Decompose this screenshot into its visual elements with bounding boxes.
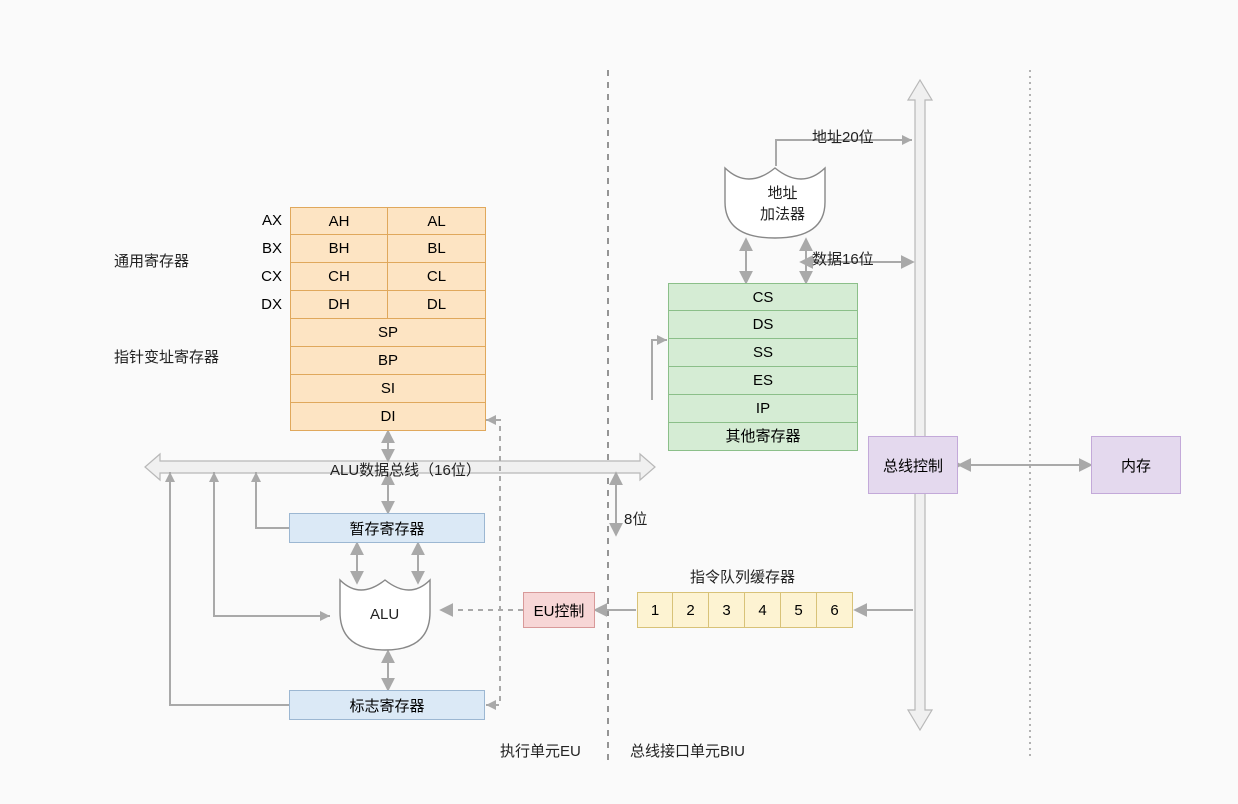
memory-box: 内存 — [1091, 436, 1181, 494]
addr20-label: 地址20位 — [812, 126, 874, 147]
label-general-registers: 通用寄存器 — [114, 250, 189, 271]
queue-title: 指令队列缓存器 — [690, 566, 795, 587]
data16-label: 数据16位 — [812, 248, 874, 269]
eu-unit-label: 执行单元EU — [500, 740, 581, 761]
eight-bit-label: 8位 — [624, 508, 647, 529]
flag-register-box: 标志寄存器 — [289, 690, 485, 720]
segment-register-table: CS DS SS ES IP 其他寄存器 — [668, 283, 858, 451]
address-adder-label: 地址 加法器 — [760, 182, 805, 224]
label-pointer-registers: 指针变址寄存器 — [114, 346, 219, 367]
instruction-queue: 1 2 3 4 5 6 — [637, 592, 853, 628]
temp-register-box: 暂存寄存器 — [289, 513, 485, 543]
biu-unit-label: 总线接口单元BIU — [630, 740, 745, 761]
alu-label: ALU — [370, 606, 399, 623]
diagram-canvas — [0, 0, 1238, 804]
general-register-table: AXAHAL BXBHBL CXCHCL DXDHDL SP BP SI DI — [242, 207, 486, 431]
bus-control-box: 总线控制 — [868, 436, 958, 494]
eu-control-box: EU控制 — [523, 592, 595, 628]
alu-bus-label: ALU数据总线（16位） — [330, 459, 481, 480]
